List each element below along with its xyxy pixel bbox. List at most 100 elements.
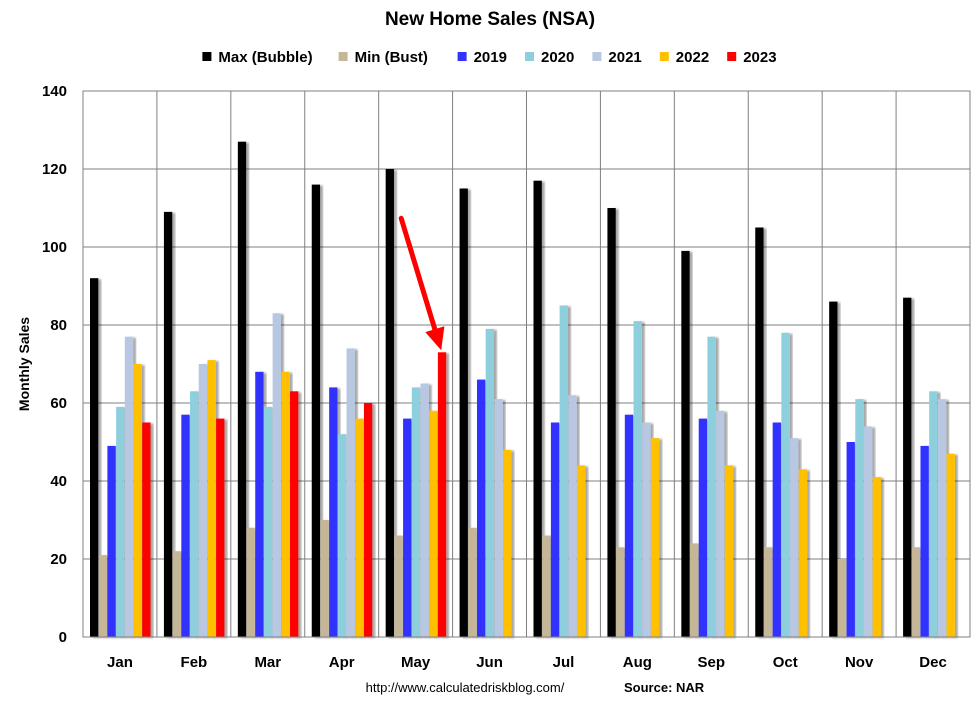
bar-oct-min-bust bbox=[763, 547, 773, 637]
bar-mar-2023 bbox=[290, 391, 299, 637]
y-tick-label: 20 bbox=[50, 551, 67, 568]
x-tick-label: Jan bbox=[107, 654, 133, 671]
bar-mar-max-bubble bbox=[237, 141, 247, 637]
bar-nov-max-bubble bbox=[829, 301, 838, 637]
bar-dec-max-bubble bbox=[903, 297, 912, 637]
bar-may-2019 bbox=[403, 418, 412, 637]
bar-jul-2021 bbox=[568, 395, 577, 637]
bar-apr-2021 bbox=[346, 348, 355, 637]
bar-jul-2019 bbox=[550, 422, 560, 637]
x-tick-label: Feb bbox=[181, 654, 208, 671]
plot-area-frame bbox=[82, 90, 971, 638]
y-tick-label: 120 bbox=[42, 161, 67, 178]
y-tick-label: 0 bbox=[59, 629, 67, 646]
bar-sep-2022 bbox=[724, 465, 734, 637]
bar-oct-2021 bbox=[790, 438, 799, 637]
bar-may-2021 bbox=[420, 383, 429, 637]
bar-nov-min-bust bbox=[837, 559, 847, 637]
x-tick-label: Sep bbox=[698, 654, 726, 671]
bar-nov-2019 bbox=[846, 442, 855, 637]
bar-aug-2022 bbox=[650, 438, 660, 637]
bar-aug-min-bust bbox=[616, 547, 625, 637]
bar-may-min-bust bbox=[394, 535, 403, 637]
x-tick-label: Jul bbox=[553, 654, 575, 671]
legend-label: 2021 bbox=[608, 49, 641, 66]
bar-sep-2019 bbox=[698, 418, 708, 637]
x-tick-label: Apr bbox=[329, 654, 355, 671]
bar-sep-max-bubble bbox=[681, 250, 690, 637]
legend: Max (Bubble) Min (Bust) 2019 2020 2021 2022 20… bbox=[202, 49, 777, 66]
bar-jan-max-bubble bbox=[90, 278, 99, 637]
bar-nov-2021 bbox=[863, 426, 873, 637]
bar-feb-2023 bbox=[216, 418, 225, 637]
y-tick-label: 80 bbox=[50, 317, 67, 334]
bars bbox=[90, 141, 955, 637]
bar-mar-2020 bbox=[263, 406, 273, 637]
bar-jan-min-bust bbox=[98, 555, 107, 637]
bar-jun-2020 bbox=[485, 328, 494, 637]
bar-apr-2023 bbox=[363, 403, 373, 637]
bar-apr-min-bust bbox=[320, 520, 329, 637]
bar-jul-min-bust bbox=[542, 535, 551, 637]
bar-dec-2021 bbox=[937, 399, 947, 637]
arrow-shaft bbox=[398, 215, 438, 332]
bar-jul-2020 bbox=[559, 305, 568, 637]
annotation-arrow bbox=[398, 215, 445, 351]
bar-feb-max-bubble bbox=[163, 211, 173, 637]
bar-jan-2019 bbox=[107, 445, 116, 637]
bar-nov-2020 bbox=[855, 399, 864, 637]
bar-sep-min-bust bbox=[690, 543, 699, 637]
bar-feb-2019 bbox=[181, 414, 190, 637]
legend-label: 2019 bbox=[474, 49, 507, 66]
x-tick-label: Aug bbox=[623, 654, 652, 671]
bar-aug-2021 bbox=[642, 422, 651, 637]
x-axis-ticks: Jan Feb Mar Apr May Jun Jul Aug Sep Oct Nov Dec bbox=[107, 654, 947, 671]
legend-swatch bbox=[659, 52, 669, 61]
source-credit: Source: NAR bbox=[624, 680, 705, 695]
bar-jul-max-bubble bbox=[533, 180, 542, 637]
bar-apr-max-bubble bbox=[311, 184, 321, 637]
y-tick-label: 60 bbox=[50, 395, 67, 412]
bar-may-max-bubble bbox=[385, 169, 394, 637]
bar-oct-max-bubble bbox=[755, 227, 764, 637]
arrow-head bbox=[425, 326, 445, 351]
bar-may-2022 bbox=[429, 410, 438, 637]
legend-swatch bbox=[457, 52, 467, 61]
bar-jan-2020 bbox=[116, 406, 125, 637]
bar-aug-2019 bbox=[624, 414, 634, 637]
bar-mar-min-bust bbox=[246, 527, 255, 637]
bar-apr-2020 bbox=[337, 434, 347, 637]
bar-jan-2021 bbox=[124, 336, 134, 637]
source-url: http://www.calculatedriskblog.com/ bbox=[366, 680, 565, 695]
legend-swatch bbox=[338, 52, 348, 61]
y-tick-label: 140 bbox=[42, 83, 67, 100]
legend-swatch bbox=[202, 52, 212, 61]
bar-sep-2021 bbox=[716, 410, 725, 637]
bar-mar-2021 bbox=[272, 313, 281, 637]
bar-sep-2020 bbox=[707, 336, 716, 637]
bar-aug-2020 bbox=[633, 321, 642, 637]
bar-dec-2019 bbox=[920, 445, 929, 637]
legend-swatch bbox=[592, 52, 602, 61]
bar-feb-2021 bbox=[198, 364, 208, 637]
bar-feb-2022 bbox=[207, 360, 216, 637]
y-tick-label: 40 bbox=[50, 473, 67, 490]
bar-oct-2022 bbox=[798, 469, 808, 637]
legend-label: 2023 bbox=[743, 49, 776, 66]
legend-label: Min (Bust) bbox=[355, 49, 428, 66]
bar-may-2020 bbox=[411, 387, 421, 637]
bar-jun-min-bust bbox=[468, 527, 477, 637]
x-tick-label: Dec bbox=[919, 654, 947, 671]
x-tick-label: Oct bbox=[773, 654, 798, 671]
x-tick-label: Mar bbox=[254, 654, 281, 671]
gridlines bbox=[83, 90, 970, 638]
bar-may-2023 bbox=[437, 352, 447, 637]
bar-mar-2019 bbox=[255, 371, 264, 637]
bar-dec-min-bust bbox=[911, 547, 921, 637]
chart-title: New Home Sales (NSA) bbox=[385, 9, 595, 30]
bar-oct-2020 bbox=[781, 332, 790, 637]
y-tick-label: 100 bbox=[42, 239, 67, 256]
bar-jan-2022 bbox=[133, 364, 142, 637]
bar-jun-2022 bbox=[503, 449, 512, 637]
bar-jan-2023 bbox=[142, 422, 151, 637]
